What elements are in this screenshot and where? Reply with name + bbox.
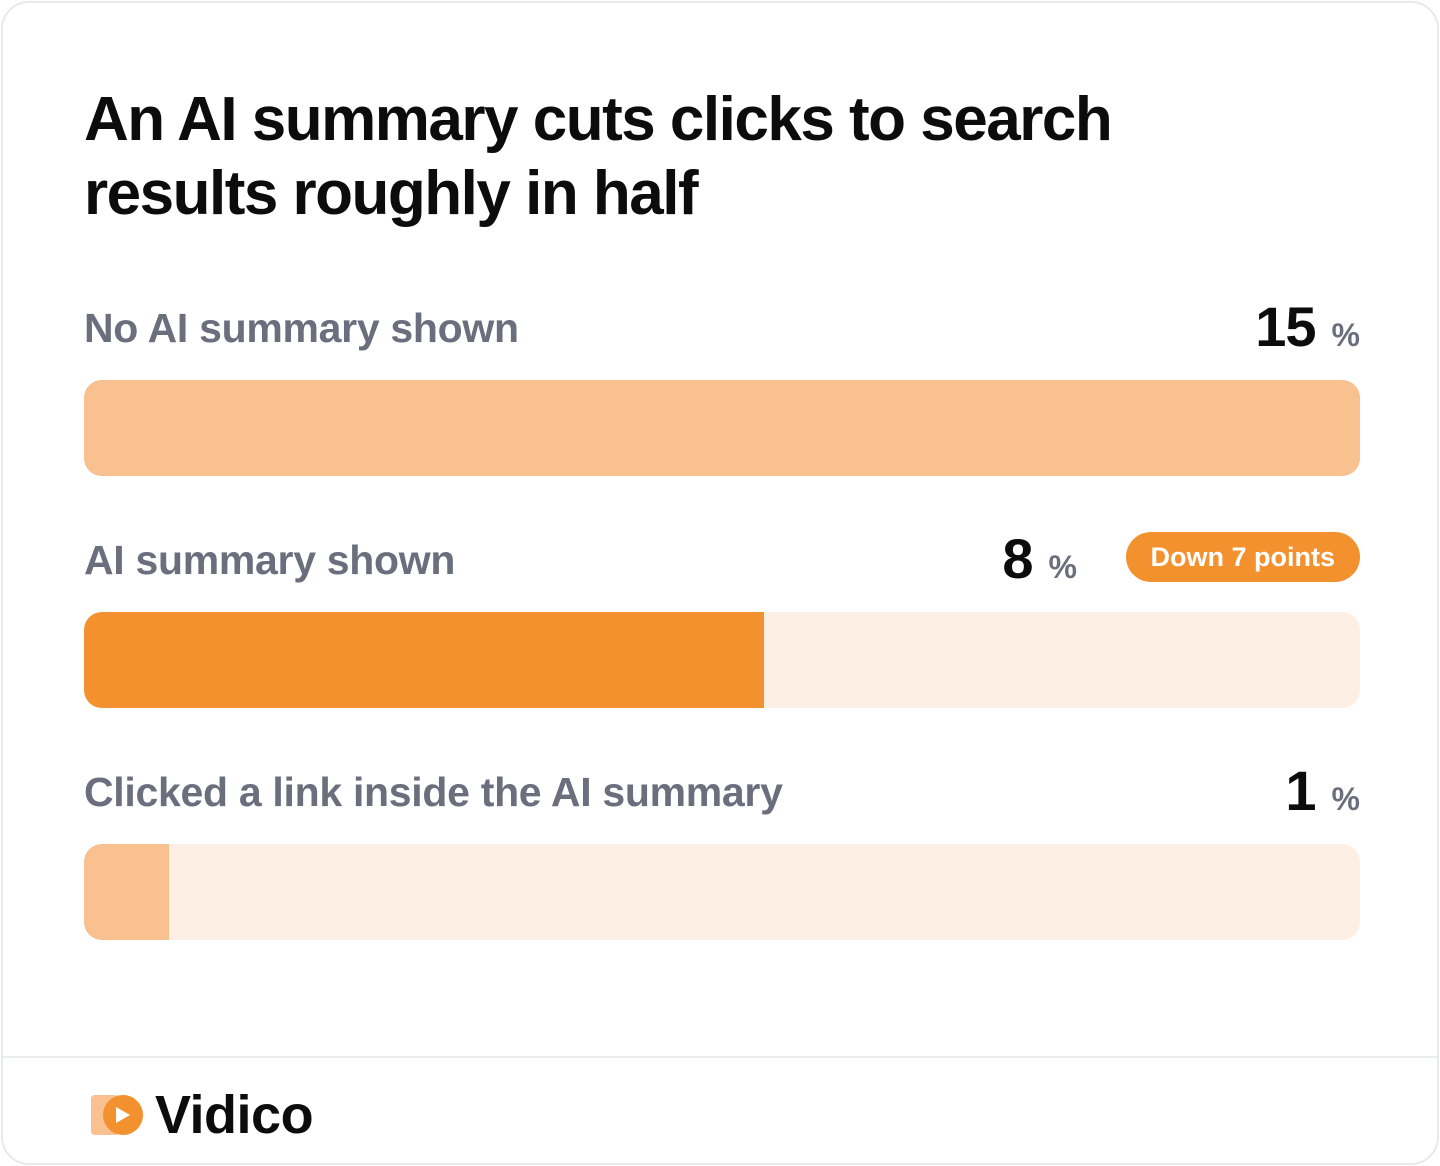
footer-divider: [3, 1056, 1437, 1058]
bar-fill: [84, 380, 1360, 476]
bar-label: No AI summary shown: [84, 305, 519, 351]
bar-track: [84, 844, 1360, 940]
logo-text: Vidico: [155, 1085, 314, 1145]
bar-track: [84, 612, 1360, 708]
bar-track: [84, 380, 1360, 476]
bar-value-number: 15: [1255, 295, 1316, 358]
bar-value-unit: %: [1331, 317, 1360, 353]
bar-value: 1 %: [1285, 758, 1360, 823]
change-badge: Down 7 points: [1125, 532, 1360, 582]
bar-row-ai-summary-shown: AI summary shown 8 % Down 7 points: [84, 527, 1360, 711]
bar-value: 8 %: [1002, 526, 1077, 591]
bar-label: AI summary shown: [84, 537, 456, 583]
bar-row-no-ai-summary: No AI summary shown 15 %: [84, 295, 1360, 479]
bar-value: 15 %: [1255, 294, 1360, 359]
bar-value-unit: %: [1048, 549, 1077, 585]
bar-label: Clicked a link inside the AI summary: [84, 769, 783, 815]
chart-title: An AI summary cuts clicks to search resu…: [84, 85, 1113, 228]
bar-value-number: 8: [1002, 527, 1033, 590]
bar-fill: [84, 844, 170, 940]
bar-row-clicked-link: Clicked a link inside the AI summary 1 %: [84, 759, 1360, 943]
vidico-logo: Vidico: [91, 1085, 314, 1145]
bar-value-unit: %: [1331, 781, 1360, 817]
vidico-logo-icon: [91, 1095, 143, 1135]
bar-fill: [84, 612, 765, 708]
bar-value-number: 1: [1285, 759, 1316, 822]
